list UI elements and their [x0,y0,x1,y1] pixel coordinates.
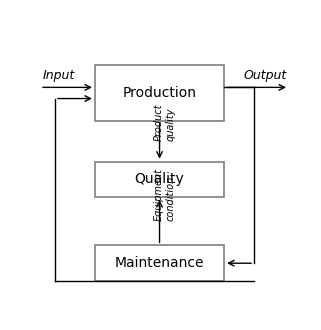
Text: Quality: Quality [135,172,184,186]
Bar [95,246,224,281]
Text: Equipment
condition: Equipment condition [154,168,175,221]
Bar [95,65,224,121]
Text: Maintenance: Maintenance [115,256,204,270]
Text: Output: Output [243,69,286,82]
Text: Product
quality: Product quality [154,104,175,141]
Text: Input: Input [43,69,75,82]
Text: Production: Production [123,86,196,100]
Bar [95,162,224,197]
